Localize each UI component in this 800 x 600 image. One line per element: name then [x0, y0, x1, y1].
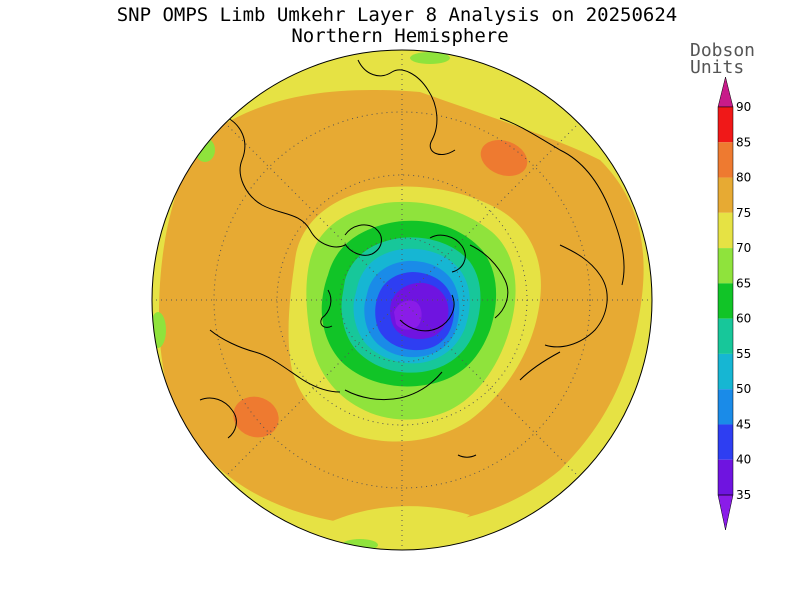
map-subtitle: Northern Hemisphere — [291, 25, 509, 47]
colorbar-tick-label: 40 — [736, 453, 751, 467]
colorbar-tick-label: 35 — [736, 488, 751, 502]
colorbar-band — [718, 177, 733, 213]
colorbar-overflow-bottom — [717, 494, 734, 531]
colorbar-unit-line2: Units — [690, 57, 745, 78]
colorbar-band — [718, 353, 733, 390]
colorbar-band — [718, 142, 733, 178]
colorbar-tick-label: 60 — [736, 312, 751, 326]
colorbar-tick-label: 50 — [736, 382, 751, 396]
colorbar-band — [718, 459, 733, 495]
colorbar-tick-label: 70 — [736, 241, 751, 255]
colorbar-unit-line1: Dobson — [690, 40, 756, 61]
colorbar: 90 85 80 75 70 65 60 55 50 45 40 35 — [717, 76, 751, 531]
edge-green-w — [195, 138, 215, 162]
colorbar-band — [718, 107, 733, 143]
colorbar-tick-label: 65 — [736, 276, 751, 290]
colorbar-band — [718, 424, 733, 460]
edge-green-n — [410, 52, 450, 64]
colorbar-band — [718, 318, 733, 354]
colorbar-tick-label: 90 — [736, 100, 751, 114]
colorbar-tick-label: 75 — [736, 206, 751, 220]
colorbar-tick-label: 85 — [736, 135, 751, 149]
high-80a — [480, 140, 528, 176]
yellow-lobe-s — [330, 506, 470, 541]
colorbar-overflow-top — [717, 76, 734, 108]
high-80b — [233, 396, 279, 438]
colorbar-band — [718, 283, 733, 319]
low-35-core — [394, 300, 422, 330]
map-border — [151, 49, 653, 551]
colorbar-band — [718, 248, 733, 284]
colorbar-band — [718, 212, 733, 249]
colorbar-tick-label: 55 — [736, 347, 751, 361]
edge-green-s — [342, 539, 378, 550]
coastlines — [199, 59, 625, 458]
colorbar-outline — [717, 106, 734, 496]
graticule — [152, 50, 652, 550]
colorbar-band — [718, 389, 733, 425]
colorbar-tick-label: 80 — [736, 171, 751, 185]
map-title: SNP OMPS Limb Umkehr Layer 8 Analysis on… — [116, 4, 678, 26]
colorbar-tick-label: 45 — [736, 417, 751, 431]
